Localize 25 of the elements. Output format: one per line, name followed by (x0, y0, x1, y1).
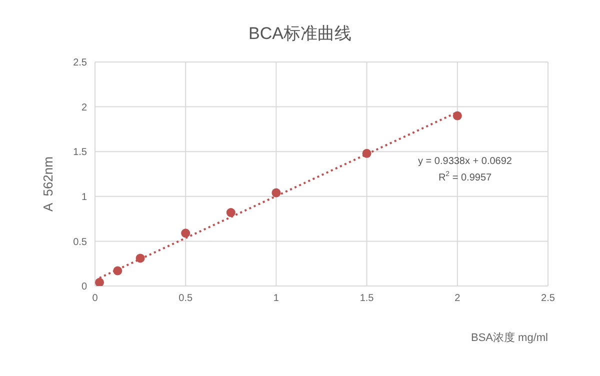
point (181, 228, 190, 238)
y-axis-title: A 562nm (40, 156, 56, 212)
annotation: R$^{2}$ = 0.9957 (438, 171, 492, 184)
x-tick-label: 1.5 (360, 293, 374, 304)
point (452, 111, 462, 120)
x-tick-label: 2.5 (541, 293, 556, 304)
y-tick-label: 0 (81, 282, 88, 293)
point (113, 266, 122, 276)
x-tick-label: 0.5 (178, 293, 193, 304)
point (136, 254, 145, 263)
point (226, 208, 236, 218)
point (362, 148, 372, 158)
y-tick-label: 0.5 (73, 236, 88, 248)
point (95, 278, 104, 286)
y-tick-label: 2 (81, 102, 88, 114)
point (272, 188, 281, 198)
x-tick-label: 0 (92, 293, 98, 304)
x-axis-title: BSA浓度 mg/ml (470, 330, 548, 345)
y-tick-label: 1 (81, 192, 88, 203)
x-tick-label: 1 (273, 293, 280, 304)
y-tick-label: 2.5 (73, 58, 88, 69)
y-tick-label: 1.5 (73, 147, 88, 158)
annotation: y = 0.9338x + 0.0692 (418, 156, 512, 167)
chart-title: BCA标准曲线 (248, 23, 352, 45)
x-tick-label: 2 (454, 293, 461, 304)
